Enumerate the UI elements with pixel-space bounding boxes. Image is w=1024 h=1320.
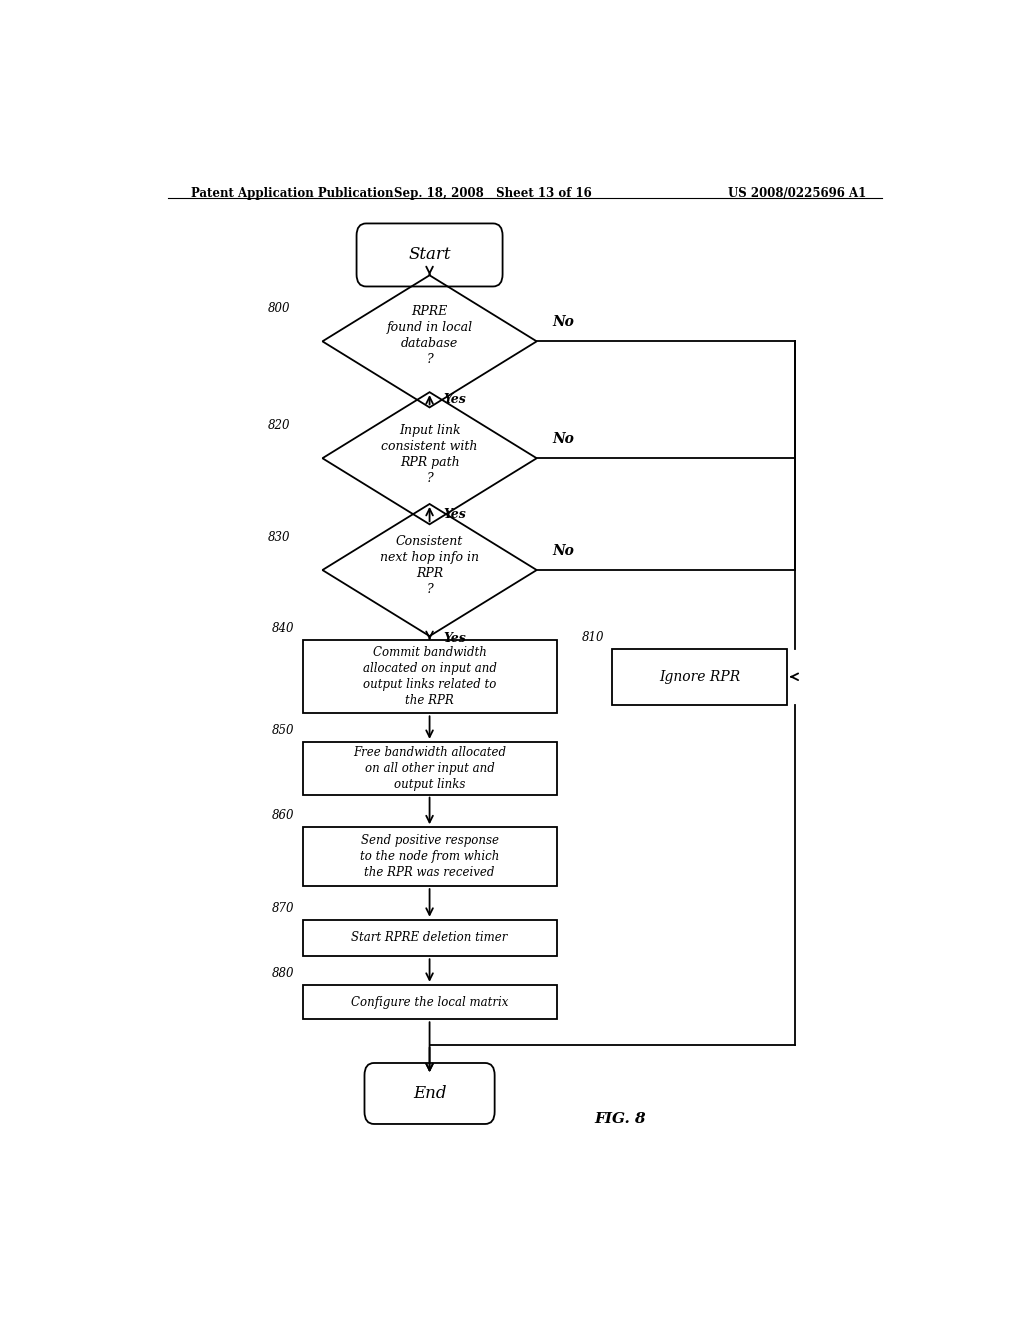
FancyBboxPatch shape xyxy=(356,223,503,286)
Text: RPRE
found in local
database
?: RPRE found in local database ? xyxy=(386,305,473,366)
Text: 870: 870 xyxy=(272,902,295,915)
Text: 800: 800 xyxy=(268,302,291,314)
Text: No: No xyxy=(553,432,574,446)
Bar xyxy=(303,920,557,956)
Text: Yes: Yes xyxy=(443,632,467,644)
Text: 830: 830 xyxy=(268,531,291,544)
Text: Yes: Yes xyxy=(443,508,467,520)
Bar xyxy=(303,828,557,886)
Text: Consistent
next hop info in
RPR
?: Consistent next hop info in RPR ? xyxy=(380,536,479,597)
Text: Start: Start xyxy=(409,247,451,264)
Text: Commit bandwidth
allocated on input and
output links related to
the RPR: Commit bandwidth allocated on input and … xyxy=(362,647,497,708)
Text: Ignore RPR: Ignore RPR xyxy=(658,669,740,684)
Text: Patent Application Publication: Patent Application Publication xyxy=(191,187,394,199)
Text: End: End xyxy=(413,1085,446,1102)
Text: Yes: Yes xyxy=(443,393,467,407)
Text: Input link
consistent with
RPR path
?: Input link consistent with RPR path ? xyxy=(381,424,478,484)
FancyBboxPatch shape xyxy=(365,1063,495,1125)
Text: Start RPRE deletion timer: Start RPRE deletion timer xyxy=(351,932,508,945)
Text: 840: 840 xyxy=(272,622,295,635)
Text: Configure the local matrix: Configure the local matrix xyxy=(351,995,508,1008)
Text: US 2008/0225696 A1: US 2008/0225696 A1 xyxy=(728,187,866,199)
Text: FIG. 8: FIG. 8 xyxy=(594,1111,646,1126)
Bar xyxy=(303,640,557,713)
Text: 810: 810 xyxy=(582,631,604,644)
Text: Free bandwidth allocated
on all other input and
output links: Free bandwidth allocated on all other in… xyxy=(353,746,506,791)
Text: Send positive response
to the node from which
the RPR was received: Send positive response to the node from … xyxy=(359,834,500,879)
Text: 850: 850 xyxy=(272,723,295,737)
Text: 820: 820 xyxy=(268,418,291,432)
Text: 880: 880 xyxy=(272,966,295,979)
Bar xyxy=(612,649,786,705)
Text: 860: 860 xyxy=(272,809,295,822)
Text: No: No xyxy=(553,544,574,558)
Text: Sep. 18, 2008   Sheet 13 of 16: Sep. 18, 2008 Sheet 13 of 16 xyxy=(394,187,592,199)
Bar xyxy=(303,985,557,1019)
Bar xyxy=(303,742,557,795)
Text: No: No xyxy=(553,315,574,329)
